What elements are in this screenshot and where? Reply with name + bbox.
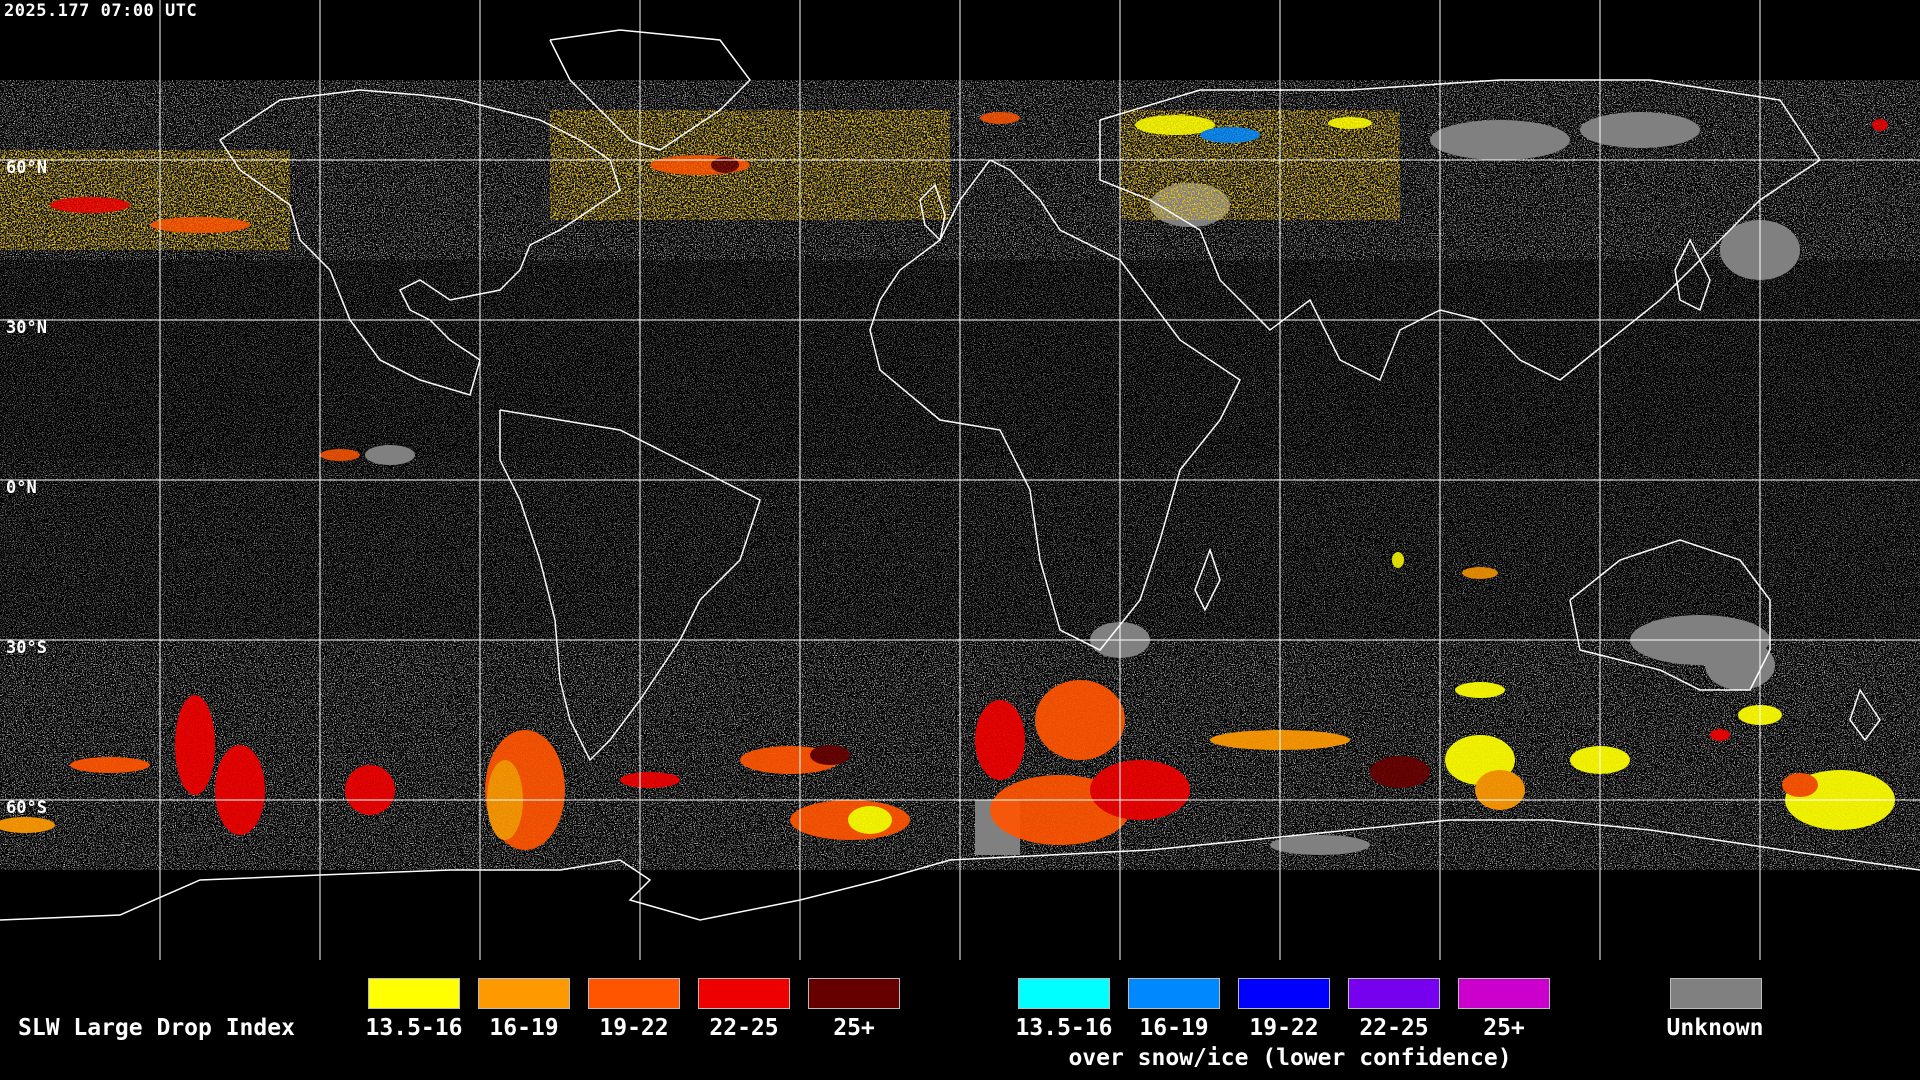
latitude-label: 60°S xyxy=(6,798,47,818)
legend-standard-bin-label: 13.5-16 xyxy=(365,1015,463,1041)
valid-time-stamp: 2025.177 07:00 UTC xyxy=(4,1,198,21)
legend-standard-bin-label: 25+ xyxy=(833,1015,875,1041)
new-zealand-coast xyxy=(1849,688,1881,742)
legend-standard-bin-swatch xyxy=(698,978,790,1009)
japan-coast xyxy=(1674,238,1711,312)
asia-coast xyxy=(1099,79,1822,382)
legend-standard-bin-swatch xyxy=(368,978,460,1009)
legend-standard-bin-swatch xyxy=(588,978,680,1009)
latitude-label: 0°N xyxy=(6,478,37,498)
legend-snow-ice-caption: over snow/ice (lower confidence) xyxy=(1068,1045,1512,1071)
legend-standard-bin-label: 22-25 xyxy=(709,1015,779,1041)
latitude-label: 60°N xyxy=(6,158,47,178)
antarctica-coast xyxy=(0,819,1920,921)
latitude-label: 30°S xyxy=(6,638,47,658)
map-canvas xyxy=(0,0,1920,960)
lat-lon-grid xyxy=(0,0,1920,960)
legend-standard-bin-label: 19-22 xyxy=(599,1015,669,1041)
north-america-coast xyxy=(218,89,621,396)
legend-snow-ice-bin-swatch xyxy=(1128,978,1220,1009)
legend-snow-ice-bin-swatch xyxy=(1458,978,1550,1009)
slw-index-regions xyxy=(0,110,1895,850)
legend-snow-ice-bin-label: 25+ xyxy=(1483,1015,1525,1041)
global-map: 2025.177 07:00 UTC 60°N 30°N 0°N 30°S 60°S xyxy=(0,0,1920,960)
legend-bar xyxy=(0,960,1920,1080)
madagascar-coast xyxy=(1194,547,1221,612)
legend-title: SLW Large Drop Index xyxy=(18,1015,295,1041)
latitude-label: 30°N xyxy=(6,318,47,338)
legend-snow-ice-bin-swatch xyxy=(1018,978,1110,1009)
legend-snow-ice-bin-label: 16-19 xyxy=(1139,1015,1209,1041)
legend-snow-ice-bin-swatch xyxy=(1348,978,1440,1009)
legend-snow-ice-bin-label: 19-22 xyxy=(1249,1015,1319,1041)
legend-snow-ice-bin-label: 13.5-16 xyxy=(1015,1015,1113,1041)
south-america-coast xyxy=(499,409,761,762)
legend-standard-bin-swatch xyxy=(808,978,900,1009)
british-isles-coast xyxy=(919,183,946,242)
greenland-coast xyxy=(549,29,751,151)
coastlines xyxy=(0,29,1920,921)
legend-swatch-unknown xyxy=(1670,978,1762,1009)
legend-standard-bin-swatch xyxy=(478,978,570,1009)
legend-snow-ice-bin-swatch xyxy=(1238,978,1330,1009)
legend-snow-ice-bin-label: 22-25 xyxy=(1359,1015,1429,1041)
legend-label-unknown: Unknown xyxy=(1666,1015,1764,1041)
legend-standard-bin-label: 16-19 xyxy=(489,1015,559,1041)
